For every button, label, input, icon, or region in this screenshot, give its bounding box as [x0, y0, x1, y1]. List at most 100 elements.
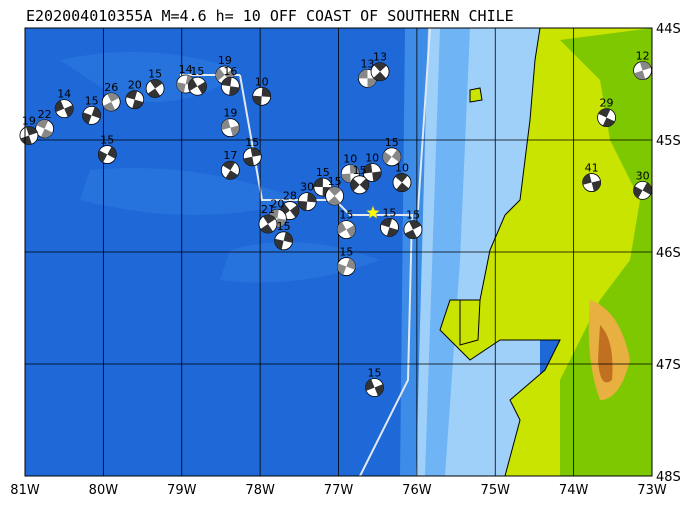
compression-quadrant — [82, 112, 92, 124]
depth-label: 15 — [368, 367, 382, 380]
x-tick-label: 78W — [245, 483, 275, 498]
y-tick-label: 48S — [656, 470, 681, 485]
focal-mechanism: 10 — [340, 153, 360, 184]
focal-mechanism: 15 — [365, 367, 384, 397]
depth-label: 13 — [373, 51, 387, 64]
compression-quadrant — [633, 186, 643, 199]
compression-quadrant — [147, 88, 161, 98]
focal-mechanism: 15 — [82, 94, 102, 125]
depth-label: 15 — [328, 175, 342, 188]
depth-label: 15 — [382, 206, 396, 219]
depth-label: 20 — [270, 197, 284, 210]
x-tick-label: 80W — [89, 483, 119, 498]
focal-mechanism: 15 — [382, 136, 402, 167]
depth-label: 10 — [395, 162, 409, 175]
compression-quadrant — [341, 173, 351, 183]
depth-label: 30 — [300, 181, 314, 194]
compression-quadrant — [36, 119, 49, 129]
compression-quadrant — [382, 151, 392, 165]
compression-quadrant — [222, 161, 236, 171]
compression-quadrant — [602, 117, 615, 127]
depth-label: 15 — [316, 166, 330, 179]
compression-quadrant — [225, 170, 238, 180]
depth-label: 16 — [223, 65, 237, 78]
compression-quadrant — [409, 220, 422, 230]
focal-mechanism: 13 — [358, 57, 377, 88]
x-tick-label: 75W — [481, 483, 511, 498]
focal-mechanism: 30 — [633, 169, 652, 200]
y-tick-label: 44S — [656, 22, 681, 37]
focal-mechanism: 20 — [125, 79, 145, 110]
epicenter-star — [365, 205, 381, 220]
compression-quadrant — [98, 150, 108, 163]
focal-mechanism: 12 — [633, 50, 652, 80]
map-title: E202004010355A M=4.6 h= 10 OFF COAST OF … — [26, 7, 514, 25]
compression-quadrant — [358, 69, 368, 79]
focal-mechanism: 13 — [370, 51, 390, 82]
focal-mechanism: 15 — [242, 136, 262, 167]
compression-quadrant — [359, 178, 369, 192]
compression-quadrant — [380, 218, 393, 228]
compression-quadrant — [337, 263, 347, 275]
compression-quadrant — [221, 118, 231, 131]
depth-label: 15 — [245, 136, 259, 149]
compression-quadrant — [91, 106, 101, 119]
x-tick-label: 77W — [324, 483, 354, 498]
focal-mechanism: 15 — [380, 206, 399, 237]
compression-quadrant — [260, 224, 273, 233]
depth-label: 22 — [38, 108, 52, 121]
depth-label: 14 — [179, 63, 193, 76]
focal-mechanism: 19 — [19, 115, 39, 145]
depth-label: 15 — [85, 94, 99, 107]
compression-quadrant — [372, 171, 382, 182]
compression-quadrant — [374, 384, 384, 396]
compression-quadrant — [55, 100, 65, 113]
depth-label: 29 — [600, 97, 614, 110]
compression-quadrant — [298, 200, 308, 211]
map-frame — [24, 27, 653, 477]
depth-label: 15 — [339, 209, 353, 222]
compression-quadrant — [243, 156, 255, 166]
depth-label: 28 — [283, 190, 297, 203]
compression-quadrant — [591, 180, 601, 192]
compression-quadrant — [337, 221, 347, 235]
depth-label: 21 — [261, 203, 275, 216]
compression-quadrant — [404, 229, 417, 239]
compression-quadrant — [230, 125, 240, 137]
compression-quadrant — [275, 218, 287, 228]
focal-mechanism: 17 — [220, 149, 240, 180]
compression-quadrant — [262, 215, 276, 224]
compression-quadrant — [350, 178, 360, 192]
compression-quadrant — [40, 128, 53, 138]
focal-mechanism: 16 — [220, 65, 240, 96]
compression-quadrant — [313, 178, 323, 188]
compression-quadrant — [346, 225, 356, 238]
focal-mechanism: 10 — [252, 75, 272, 106]
compression-quadrant — [250, 147, 262, 157]
compression-quadrant — [215, 68, 225, 81]
compression-quadrant — [188, 78, 198, 91]
focal-mechanism: 10 — [392, 162, 412, 192]
compression-quadrant — [346, 258, 356, 270]
compression-quadrant — [20, 135, 32, 145]
depth-label: 15 — [385, 136, 399, 149]
compression-quadrant — [639, 61, 652, 71]
x-tick-label: 81W — [10, 483, 40, 498]
y-tick-label: 46S — [656, 246, 681, 261]
compression-quadrant — [307, 192, 317, 203]
compression-quadrant — [582, 173, 592, 185]
compression-quadrant — [176, 82, 186, 93]
compression-quadrant — [396, 182, 409, 192]
compression-quadrant — [252, 95, 262, 106]
compression-quadrant — [103, 101, 116, 111]
depth-label: 15 — [339, 246, 353, 259]
depth-label: 15 — [100, 134, 114, 147]
depth-label: 12 — [636, 50, 650, 63]
compression-quadrant — [327, 196, 341, 206]
depth-label: 15 — [190, 65, 204, 78]
y-tick-label: 47S — [656, 358, 681, 373]
depth-label: 14 — [57, 88, 71, 101]
depth-label: 10 — [365, 151, 379, 164]
